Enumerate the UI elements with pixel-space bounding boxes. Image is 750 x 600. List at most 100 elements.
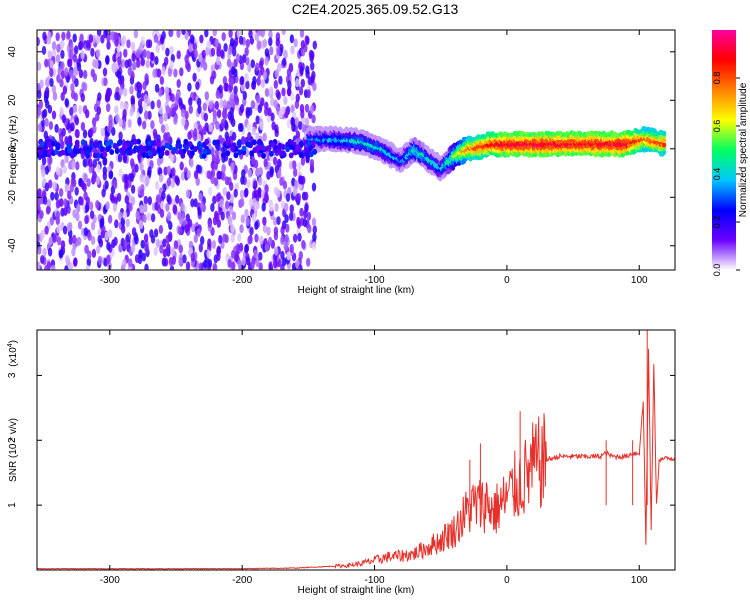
spectrogram-cell xyxy=(230,223,235,233)
spectrogram-cell xyxy=(300,40,306,49)
colorbar-tick-label: 0.2 xyxy=(712,216,722,229)
spectrogram-cell xyxy=(233,152,239,159)
spectrogram-cell xyxy=(77,236,82,246)
spectrogram-cell xyxy=(279,177,284,186)
spectrogram-cell xyxy=(257,138,262,145)
spectrogram-cell xyxy=(278,109,284,119)
spectrogram-cell xyxy=(197,141,202,147)
spectrogram-cell xyxy=(164,86,170,96)
spectrogram-cell xyxy=(108,139,114,146)
spectrogram-cell xyxy=(96,163,101,173)
spectrogram-cell xyxy=(174,175,179,185)
spectrogram-cell xyxy=(56,43,61,53)
spectrogram-cell xyxy=(269,86,274,96)
spectrogram-cell xyxy=(299,207,304,217)
spectrogram-cell xyxy=(268,37,273,47)
spectrogram-cell xyxy=(142,214,147,224)
spectrogram-cell xyxy=(173,115,178,125)
spectrogram-cell xyxy=(288,211,294,221)
spectrogram-cell xyxy=(286,119,292,129)
spectrogram-cell xyxy=(87,250,92,260)
spectrogram-cell xyxy=(113,180,118,190)
spectrogram-cell xyxy=(273,246,279,256)
spectrogram-cell xyxy=(59,249,64,259)
colorbar-tick-label: 0.0 xyxy=(712,264,722,277)
spectrogram-cell xyxy=(51,41,57,51)
spectrogram-cell xyxy=(281,30,286,36)
spectrogram-cell xyxy=(292,160,297,170)
spectrogram-cell xyxy=(281,150,286,157)
spectrogram-cell xyxy=(52,49,57,58)
spectrogram-cell xyxy=(293,233,298,243)
spectrogram-cell xyxy=(106,254,111,264)
spectrogram-cell xyxy=(113,236,118,246)
spectrogram-cell xyxy=(200,235,205,245)
spectrogram-cell xyxy=(90,68,96,78)
spectrogram-cell xyxy=(89,210,95,220)
spectrogram-cell xyxy=(142,120,147,130)
spectrogram-cell xyxy=(89,127,94,137)
spectrogram-cell xyxy=(155,141,161,148)
spectrogram-cell xyxy=(239,189,245,199)
spectrogram-cell xyxy=(168,256,174,266)
spectrogram-cell xyxy=(195,177,200,186)
spectrogram-cell xyxy=(159,208,165,218)
spectrogram-cell xyxy=(107,214,113,224)
spectrogram-cell xyxy=(246,122,251,132)
spectrogram-cell xyxy=(220,152,226,159)
spectrogram-cell xyxy=(190,150,195,157)
spectrogram-cell xyxy=(176,30,181,38)
spectrogram-cell xyxy=(75,212,80,222)
spectrogram-cell xyxy=(118,131,123,141)
spectrogram-cell xyxy=(253,249,258,259)
colorbar-gradient xyxy=(712,30,736,270)
spectrogram-cell xyxy=(99,218,104,228)
snr-x-tick-label: 100 xyxy=(631,575,648,586)
spectrogram-cell xyxy=(47,50,53,60)
spectrogram-cell xyxy=(271,121,276,131)
spectrogram-cell xyxy=(144,110,149,120)
spectrogram-cell xyxy=(141,152,147,158)
spectrogram-cell xyxy=(203,112,208,122)
spectrogram-cell xyxy=(187,82,192,92)
spectrogram-cell xyxy=(215,139,221,146)
spectrogram-cell xyxy=(199,34,204,44)
spectrogram-cell xyxy=(287,138,293,145)
spectrogram-cell xyxy=(129,107,134,117)
spectrogram-cell xyxy=(212,216,218,226)
spectrogram-cell xyxy=(298,152,304,159)
spectrogram-cell xyxy=(222,99,227,109)
spectrogram-cell xyxy=(69,183,74,193)
spectrogram-cell xyxy=(37,89,42,99)
spectrogram-cell xyxy=(177,143,183,150)
spectrogram-cell xyxy=(230,162,235,172)
spectrogram-cell xyxy=(118,168,123,178)
spectrogram-cell xyxy=(188,43,193,53)
spectrogram-cell xyxy=(147,150,153,157)
spectrogram-cell xyxy=(165,202,170,212)
spectrogram-cell xyxy=(124,180,129,190)
spectrogram-cell xyxy=(88,34,94,44)
spectrogram-cell xyxy=(55,199,61,209)
spectrogram-cell xyxy=(165,104,170,114)
spectrogram-cell xyxy=(97,235,102,244)
spectrogram-cell xyxy=(144,73,149,83)
spectrogram-cell xyxy=(59,188,64,197)
spectrogram-cell xyxy=(308,145,313,152)
snr-y-tick-label: 2 xyxy=(7,437,18,443)
spectrogram-cell xyxy=(80,121,86,131)
spectrogram-cell xyxy=(75,161,80,171)
spectrogram-cell xyxy=(290,45,295,55)
spectrogram-cell xyxy=(196,133,202,143)
spectrogram-cell xyxy=(100,146,105,153)
spectrogram-cell xyxy=(106,103,111,113)
snr-y-ticks: 1 2 3 xyxy=(7,372,675,508)
spectrogram-cell xyxy=(286,251,291,261)
spectrogram-cell xyxy=(264,48,270,58)
spectrogram-cell xyxy=(301,123,306,133)
spectrogram-cell xyxy=(74,116,80,126)
spectrogram-cell xyxy=(281,220,287,230)
spectrogram-cell xyxy=(107,87,113,97)
spectrogram-cell xyxy=(196,228,201,237)
spectrogram-cell xyxy=(310,61,315,71)
